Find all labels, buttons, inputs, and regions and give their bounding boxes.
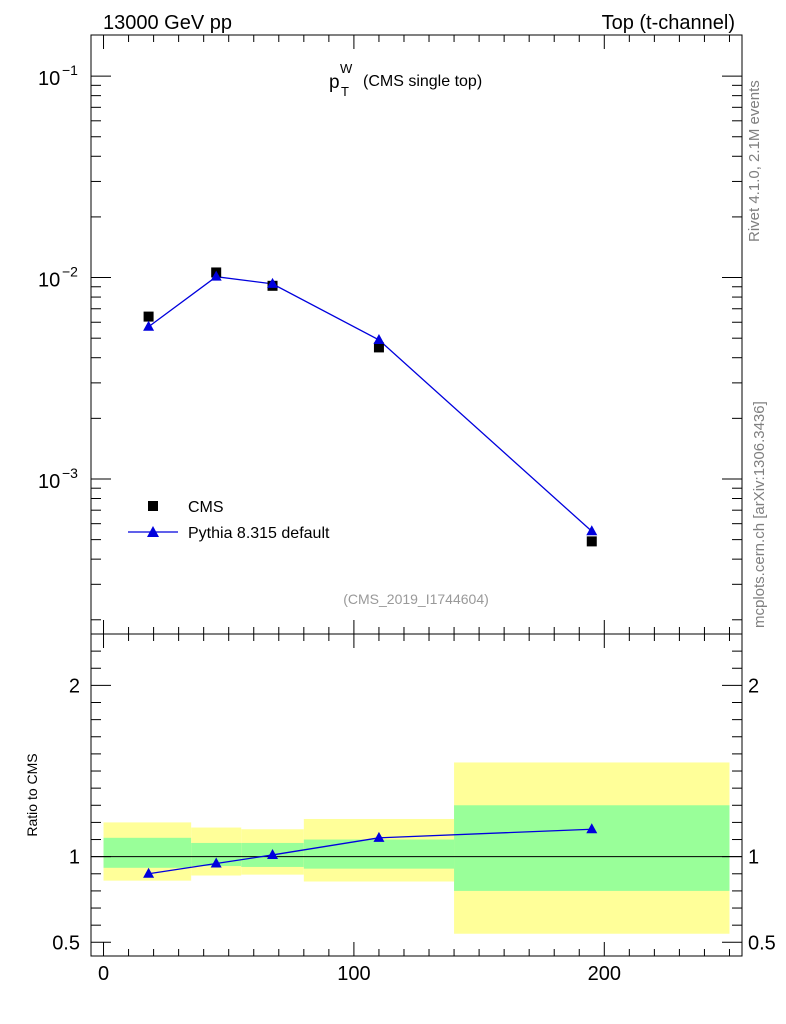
plot-title-subscript: T [341,84,349,99]
ratio-inner-band [454,805,730,891]
main-y-tick-label: 10 [38,471,60,493]
cms-data-point [373,342,384,353]
ratio-panel: 0.5 0.5 1 1 2 2 0 100 200 Ratio to CMS [24,633,776,985]
ratio-inner-band [191,842,242,867]
plot-title-rest: (CMS single top) [363,73,482,90]
ratio-y-tick-label-right: 2 [748,675,759,697]
cms-data-point [143,311,154,322]
ratio-x-tick-label: 0 [98,963,109,985]
ratio-y-tick-label-left: 0.5 [52,932,80,954]
ratio-inner-band [103,837,192,868]
ratio-x-tick-labels: 0 100 200 [98,963,621,985]
ratio-y-tick-labels: 0.5 0.5 1 1 2 2 [52,675,776,954]
ratio-axis-ticks [91,633,742,956]
main-frame [90,34,743,635]
analysis-label: (CMS_2019_I1744604) [343,591,489,607]
pythia-point [267,277,279,288]
main-y-tick-labels: 10−110−210−3 [38,62,78,493]
ratio-x-tick-label: 100 [337,963,370,985]
pythia-point [143,320,155,331]
ratio-y-tick-label-right: 0.5 [748,932,776,954]
legend: CMS Pythia 8.315 default [128,499,330,542]
ratio-pythia-point [373,831,385,842]
main-y-tick-exponent: −1 [62,62,78,78]
legend-cms-label: CMS [188,499,224,516]
legend-pythia-marker [147,526,159,537]
legend-pythia-label: Pythia 8.315 default [188,525,330,542]
main-y-tick-exponent: −2 [62,264,78,280]
rivet-label: Rivet 4.1.0, 2.1M events [746,80,763,242]
ratio-y-tick-label-left: 2 [69,675,80,697]
process-label: Top (t-channel) [602,12,735,34]
main-axis-ticks [91,35,742,634]
ratio-y-axis-label: Ratio to CMS [24,753,40,836]
ratio-pythia-point [586,823,598,834]
main-panel: 10−110−210−3 p W T (CMS single top) (CMS… [38,34,743,635]
ratio-pythia-point [267,848,279,859]
ratio-pythia-point [143,867,155,878]
ratio-y-tick-label-right: 1 [748,847,759,869]
main-y-tick-label: 10 [38,270,60,292]
ratio-y-tick-label-left: 1 [69,847,80,869]
pythia-line [148,276,593,532]
ratio-uncertainty-bands [103,762,730,934]
pythia-point [210,270,222,281]
plot-title-superscript: W [340,61,353,76]
main-y-tick-exponent: −3 [62,465,78,481]
cms-data-point [586,536,597,547]
pythia-point [586,525,598,536]
pythia-point [373,333,385,344]
main-y-tick-label: 10 [38,68,60,90]
ratio-x-tick-label: 200 [588,963,621,985]
ratio-inner-band [303,839,455,869]
plot-title-p: p [329,72,340,93]
ratio-frame [90,633,743,957]
energy-label: 13000 GeV pp [103,12,232,34]
ratio-pythia-point [210,857,222,868]
legend-cms-marker [148,501,158,511]
mcplots-label: mcplots.cern.ch [arXiv:1306.3436] [751,401,768,628]
